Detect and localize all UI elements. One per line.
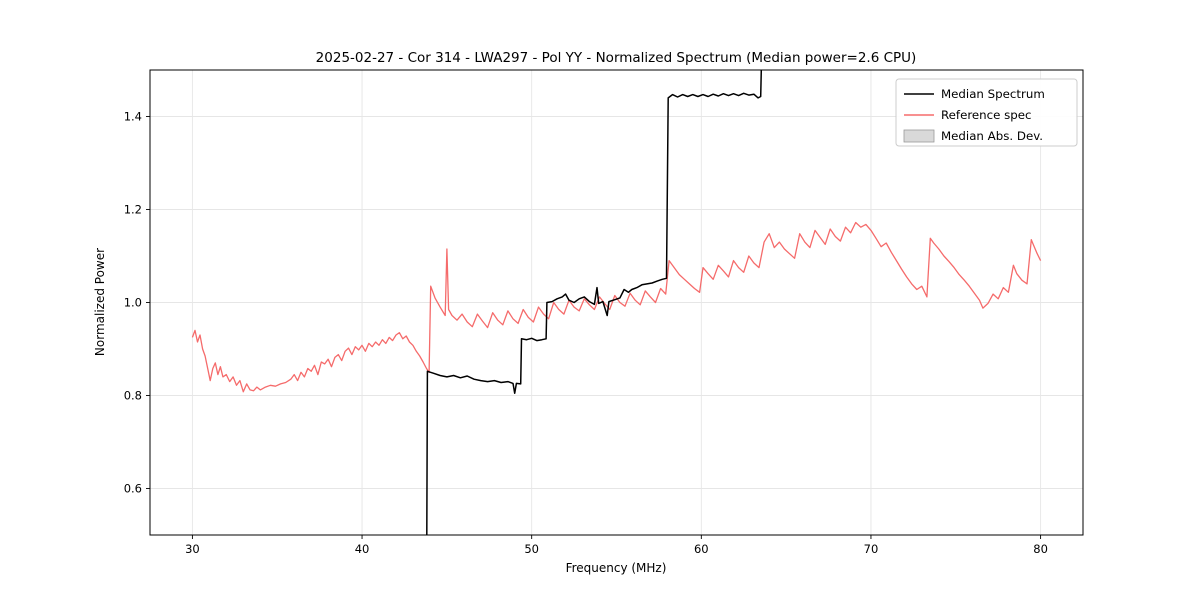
x-tick-label: 50 (524, 542, 539, 556)
y-axis-label: Normalized Power (93, 248, 107, 356)
legend-box (895, 78, 1078, 147)
series-layer (191, 70, 1042, 535)
x-axis-label: Frequency (MHz) (566, 561, 667, 575)
x-tick-label: 30 (185, 542, 200, 556)
tick-layer: 30 40 50 60 70 80 0.6 0.8 1.0 1.2 1.4 (124, 110, 1048, 557)
legend-label-median-spectrum: Median Spectrum (941, 87, 1045, 101)
x-tick-label: 60 (694, 542, 709, 556)
series-median-spectrum (426, 70, 763, 535)
y-tick-label: 1.4 (124, 110, 142, 124)
x-tick-label: 80 (1033, 542, 1048, 556)
x-tick-label: 40 (355, 542, 370, 556)
y-tick-label: 1.0 (124, 296, 142, 310)
series-reference-spec (191, 221, 1042, 393)
legend-label-reference-spec: Reference spec (941, 108, 1032, 122)
y-tick-label: 1.2 (124, 203, 142, 217)
y-tick-label: 0.8 (124, 389, 142, 403)
legend-label-median-abs-dev: Median Abs. Dev. (941, 129, 1043, 143)
x-tick-label: 70 (864, 542, 879, 556)
grid-lines (150, 70, 1083, 535)
legend: Median Spectrum Reference spec Median Ab… (895, 78, 1078, 147)
chart-title: 2025-02-27 - Cor 314 - LWA297 - Pol YY -… (316, 50, 917, 66)
y-tick-label: 0.6 (124, 482, 142, 496)
legend-patch-median-abs-dev (903, 129, 935, 143)
